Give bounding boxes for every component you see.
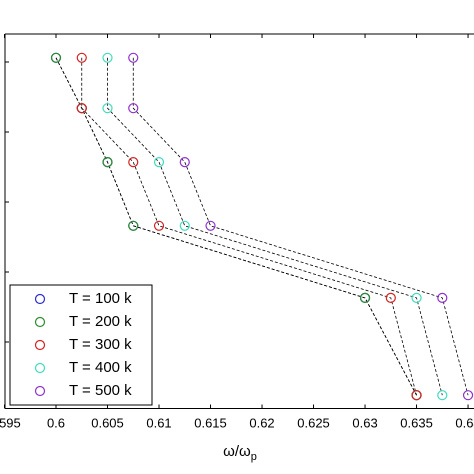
legend-label: T = 400 k <box>69 359 132 376</box>
point <box>50 52 62 63</box>
x-tick-label: 0.615 <box>194 415 227 430</box>
point <box>102 52 113 63</box>
point <box>128 52 139 63</box>
point <box>179 157 190 168</box>
point <box>437 390 448 401</box>
x-label-sub: p <box>251 451 257 463</box>
point <box>76 52 87 63</box>
x-tick-label: 0.64 <box>455 415 474 430</box>
series-line <box>132 57 469 396</box>
legend-label: T = 300 k <box>69 336 132 353</box>
x-tick-label: 0.605 <box>91 415 124 430</box>
point <box>205 220 216 231</box>
x-tick-label: 0.6 <box>47 415 65 430</box>
point <box>128 103 139 114</box>
legend-label: T = 100 k <box>69 290 132 307</box>
point <box>179 220 190 231</box>
x-label-main: ω/ω <box>223 443 251 460</box>
point <box>437 292 448 303</box>
x-axis-label: ω/ωp <box>223 443 257 463</box>
legend-marker <box>34 385 46 397</box>
x-tick-label: 0.595 <box>0 415 21 430</box>
point <box>128 157 139 168</box>
point <box>76 103 87 114</box>
x-tick-label: 0.62 <box>249 415 274 430</box>
point <box>462 390 474 401</box>
x-tick-label: 0.61 <box>146 415 171 430</box>
point <box>411 390 422 401</box>
point <box>385 292 396 303</box>
x-tick-label: 0.63 <box>352 415 377 430</box>
point <box>102 157 113 168</box>
x-tick-label: 0.635 <box>400 415 433 430</box>
legend-label: T = 500 k <box>69 382 132 399</box>
point <box>102 103 113 114</box>
legend-label: T = 200 k <box>69 313 132 330</box>
x-tick-label: 0.625 <box>297 415 330 430</box>
point <box>359 292 371 303</box>
point <box>153 157 165 168</box>
series-line <box>107 57 443 396</box>
series-line <box>81 57 417 396</box>
point <box>128 220 139 231</box>
series-line <box>55 57 417 396</box>
legend-marker <box>34 362 46 374</box>
legend-marker <box>34 293 46 305</box>
point <box>411 292 422 303</box>
point <box>153 220 165 231</box>
legend-box <box>9 284 153 406</box>
legend-marker <box>34 316 46 328</box>
legend-marker <box>34 339 46 351</box>
